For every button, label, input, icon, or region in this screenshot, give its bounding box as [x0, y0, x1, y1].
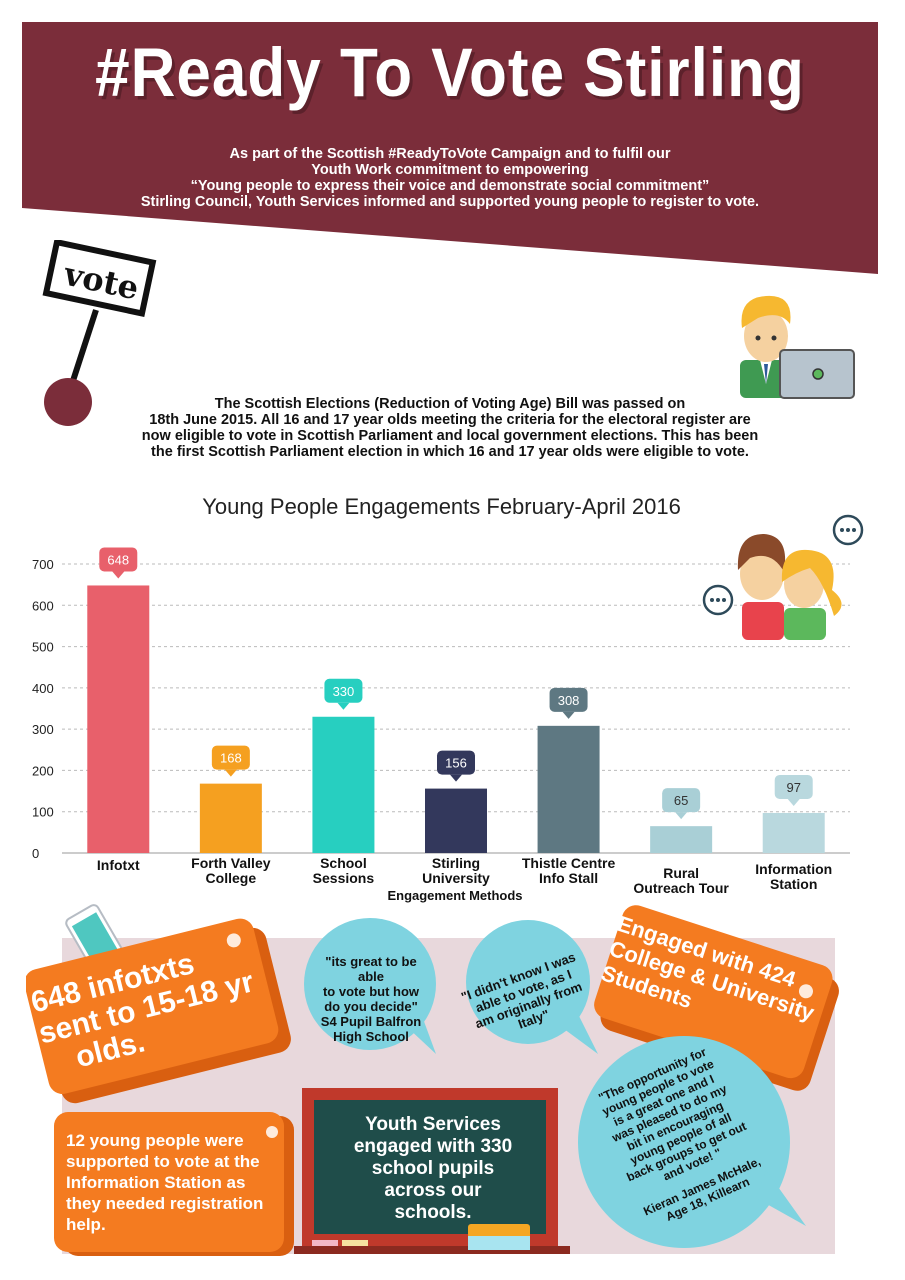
quote-line: S4 Pupil Balfron — [320, 1014, 422, 1029]
person-laptop-icon — [740, 295, 855, 399]
x-tick-label-line: University — [422, 870, 490, 886]
data-label-pointer — [450, 774, 462, 782]
x-tick-label: Stirling University — [396, 856, 516, 886]
card-line: 12 young people were — [66, 1131, 244, 1150]
bar — [762, 812, 825, 853]
card-line: they needed registration — [66, 1194, 264, 1213]
subtitle-line: Stirling Council, Youth Services informe… — [140, 194, 760, 210]
x-tick-label-line: Information — [755, 861, 833, 877]
y-tick-label: 0 — [32, 846, 39, 861]
data-label-pointer — [562, 711, 575, 719]
board-line: across our — [384, 1180, 482, 1201]
bar — [199, 783, 262, 853]
bar — [87, 585, 150, 853]
data-label-pointer — [675, 812, 688, 820]
intro-line: The Scottish Elections (Reduction of Vot… — [214, 396, 686, 412]
blackboard-icon — [294, 1088, 570, 1254]
intro-line: now eligible to vote in Scottish Parliam… — [141, 428, 759, 444]
board-line: schools. — [394, 1202, 472, 1223]
card-line: Information Station as — [66, 1173, 246, 1192]
station-text: 12 young people were supported to vote a… — [66, 1130, 296, 1235]
vote-sign-icon — [42, 240, 157, 426]
data-label-pointer — [224, 769, 237, 777]
quote-line: able — [357, 969, 384, 984]
data-label: 65 — [674, 793, 688, 808]
data-label: 168 — [220, 751, 242, 766]
people-chatting-icon — [702, 514, 864, 640]
x-tick-label-line: School — [320, 855, 367, 871]
x-tick-label-line: Stirling — [431, 855, 481, 871]
x-tick-label-line: Rural — [663, 865, 700, 881]
data-label-badge — [437, 750, 475, 775]
quote-bubble-3 — [578, 1036, 806, 1248]
y-tick-label: 600 — [32, 598, 54, 613]
page-title: #Ready To Vote Stirling — [95, 35, 805, 112]
quote-line: High School — [333, 1029, 409, 1044]
data-label-pointer — [337, 702, 350, 710]
x-tick-label-line: Thistle Centre — [521, 855, 616, 871]
subtitle-line: As part of the Scottish #ReadyToVote Cam… — [229, 146, 671, 162]
x-tick-label-line: Outreach Tour — [633, 880, 729, 896]
x-tick-label: Thistle Centre Info Stall — [509, 856, 629, 886]
card-line: help. — [66, 1215, 106, 1234]
x-tick-label: Infotxt — [58, 858, 178, 873]
y-tick-label: 400 — [32, 681, 54, 696]
board-line: engaged with 330 — [353, 1136, 513, 1157]
data-label: 97 — [786, 780, 800, 795]
y-tick-label: 200 — [32, 763, 54, 778]
x-axis-title: Engagement Methods — [387, 888, 523, 903]
x-tick-label-line: Sessions — [312, 870, 375, 886]
header-banner — [22, 22, 878, 274]
data-label-badge — [549, 687, 588, 712]
data-label: 156 — [445, 756, 467, 771]
x-tick-label-line: Infotxt — [96, 857, 140, 873]
x-tick-label: Information Station — [734, 862, 854, 892]
y-tick-label: 500 — [32, 640, 54, 655]
board-line: Youth Services — [365, 1114, 501, 1135]
infotxts-card — [26, 918, 291, 1104]
data-label: 330 — [333, 684, 355, 699]
board-line: school pupils — [371, 1158, 495, 1179]
data-label-badge — [662, 788, 701, 813]
intro-line: the first Scottish Parliament election i… — [151, 444, 749, 460]
x-tick-label-line: Forth Valley — [191, 855, 271, 871]
bar — [425, 788, 487, 853]
data-label-badge — [99, 547, 138, 572]
quote-bubble-2 — [466, 920, 598, 1054]
bar — [650, 826, 713, 853]
intro-text: The Scottish Elections (Reduction of Vot… — [60, 396, 840, 460]
y-tick-label: 700 — [32, 557, 54, 572]
quote-bubble-1 — [304, 918, 436, 1054]
x-tick-label-line: College — [205, 870, 257, 886]
card-line: supported to vote at the — [66, 1152, 260, 1171]
x-tick-label-line: Info Stall — [539, 870, 599, 886]
data-label-pointer — [112, 571, 125, 579]
subtitle-line: “Young people to express their voice and… — [190, 178, 710, 194]
chart-title: Young People Engagements February-April … — [202, 494, 681, 519]
quote-line: to vote but how — [322, 984, 420, 999]
blackboard-text: Youth Services engaged with 330 school p… — [320, 1114, 546, 1224]
bar — [312, 716, 375, 853]
bar — [537, 725, 600, 853]
quote-1-text: "its great to be able to vote but how do… — [300, 954, 442, 1044]
header-subtitle: As part of the Scottish #ReadyToVote Cam… — [60, 146, 840, 210]
quote-line: "its great to be — [325, 954, 417, 969]
intro-line: 18th June 2015. All 16 and 17 year olds … — [149, 412, 751, 428]
x-tick-label: Forth Valley College — [171, 856, 291, 886]
data-label: 648 — [107, 552, 129, 567]
x-tick-label-line: Station — [769, 876, 818, 892]
x-tick-label: Rural Outreach Tour — [621, 866, 741, 896]
data-label-badge — [774, 774, 813, 799]
data-label-badge — [211, 745, 250, 770]
quote-line: do you decide" — [324, 999, 418, 1014]
x-tick-label: School Sessions — [283, 856, 403, 886]
y-tick-label: 300 — [32, 722, 54, 737]
data-label-badge — [324, 678, 363, 703]
station-card — [54, 1112, 294, 1256]
data-label: 308 — [558, 693, 580, 708]
y-tick-label: 100 — [32, 805, 54, 820]
subtitle-line: Youth Work commitment to empowering — [311, 162, 589, 178]
data-label-pointer — [787, 798, 800, 806]
students-card — [594, 905, 839, 1091]
